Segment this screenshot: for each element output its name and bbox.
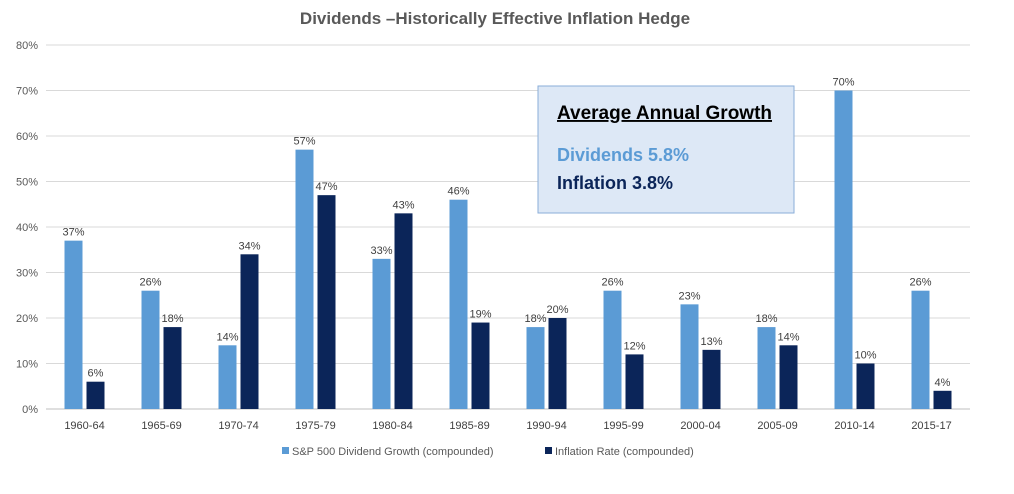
inflation-rate-label: 4% <box>935 377 951 389</box>
legend-swatch <box>282 447 289 454</box>
dividend-growth-bar <box>295 149 314 409</box>
annotation-box <box>537 85 795 214</box>
dividend-growth-bar <box>911 290 930 409</box>
inflation-rate-label: 12% <box>623 340 645 352</box>
inflation-rate-label: 14% <box>777 331 799 343</box>
annotation-dividends: Dividends 5.8% <box>557 145 689 165</box>
dividend-growth-bar <box>526 327 545 409</box>
dividend-growth-bar <box>141 290 160 409</box>
x-tick-label: 1960-64 <box>64 420 104 432</box>
inflation-rate-label: 19% <box>469 309 491 321</box>
x-tick-label: 2015-17 <box>911 420 951 432</box>
inflation-rate-bar <box>625 354 644 409</box>
legend-swatch <box>545 447 552 454</box>
x-tick-label: 2000-04 <box>680 420 720 432</box>
bars <box>64 90 952 409</box>
inflation-rate-bar <box>933 390 952 409</box>
inflation-rate-bar <box>394 213 413 409</box>
inflation-rate-bar <box>548 318 567 409</box>
y-tick-label: 20% <box>16 313 38 325</box>
dividend-growth-label: 70% <box>832 77 854 89</box>
x-tick-label: 2005-09 <box>757 420 797 432</box>
dividend-growth-label: 57% <box>293 136 315 148</box>
y-tick-label: 70% <box>16 86 38 98</box>
dividend-growth-label: 37% <box>62 227 84 239</box>
dividend-growth-label: 18% <box>755 313 777 325</box>
y-axis-ticks: 0% 10% 20% 30% 40% 50% 60% 70% 80% <box>16 40 38 416</box>
x-tick-label: 2010-14 <box>834 420 874 432</box>
inflation-rate-label: 20% <box>546 304 568 316</box>
dividend-growth-bar <box>218 345 237 409</box>
dividend-growth-label: 26% <box>909 277 931 289</box>
dividend-growth-label: 18% <box>524 313 546 325</box>
annotation-inflation: Inflation 3.8% <box>557 173 673 193</box>
dividend-growth-bar <box>680 304 699 409</box>
inflation-rate-bar <box>471 322 490 409</box>
inflation-rate-bar <box>86 381 105 409</box>
x-tick-label: 1975-79 <box>295 420 335 432</box>
x-axis-ticks: 1960-64 1965-69 1970-74 1975-79 1980-84 1985-… <box>64 420 951 432</box>
dividend-growth-bar <box>64 240 83 409</box>
x-tick-label: 1995-99 <box>603 420 643 432</box>
average-growth-box: Average Annual Growth Dividends 5.8% Infla… <box>537 85 795 214</box>
inflation-rate-bar <box>702 349 721 409</box>
inflation-rate-label: 6% <box>88 368 104 380</box>
dividend-growth-bar <box>834 90 853 409</box>
inflation-rate-label: 47% <box>315 181 337 193</box>
y-tick-label: 80% <box>16 40 38 52</box>
dividend-growth-label: 23% <box>678 290 700 302</box>
dividend-growth-label: 33% <box>370 245 392 257</box>
x-tick-label: 1970-74 <box>218 420 258 432</box>
gridlines <box>46 44 970 410</box>
x-tick-label: 1980-84 <box>372 420 412 432</box>
inflation-rate-bar <box>779 345 798 409</box>
dividend-growth-bar <box>372 258 391 409</box>
dividend-growth-label: 26% <box>601 277 623 289</box>
x-tick-label: 1965-69 <box>141 420 181 432</box>
dividend-growth-bar <box>449 199 468 409</box>
inflation-rate-label: 34% <box>238 240 260 252</box>
inflation-rate-bar <box>240 254 259 409</box>
legend-label: Inflation Rate (compounded) <box>555 446 694 458</box>
inflation-rate-bar <box>317 195 336 409</box>
y-tick-label: 60% <box>16 131 38 143</box>
dividend-growth-label: 46% <box>447 186 469 198</box>
inflation-rate-bar <box>856 363 875 409</box>
x-tick-label: 1985-89 <box>449 420 489 432</box>
x-tick-label: 1990-94 <box>526 420 566 432</box>
dividend-growth-bar <box>757 327 776 409</box>
annotation-heading: Average Annual Growth <box>557 103 772 124</box>
dividend-growth-label: 26% <box>139 277 161 289</box>
inflation-rate-label: 13% <box>700 336 722 348</box>
inflation-rate-label: 18% <box>161 313 183 325</box>
chart-title: Dividends –Historically Effective Inflat… <box>300 9 690 28</box>
legend-label: S&P 500 Dividend Growth (compounded) <box>292 446 494 458</box>
inflation-rate-bar <box>163 327 182 409</box>
dividend-growth-label: 14% <box>216 331 238 343</box>
y-tick-label: 10% <box>16 359 38 371</box>
dividend-growth-bar <box>603 290 622 409</box>
inflation-rate-label: 10% <box>854 350 876 362</box>
legend: S&P 500 Dividend Growth (compounded) Infl… <box>282 446 694 458</box>
inflation-rate-label: 43% <box>392 199 414 211</box>
y-tick-label: 0% <box>22 404 38 416</box>
y-tick-label: 40% <box>16 222 38 234</box>
data-labels: 37%6%26%18%14%34%57%47%33%43%46%19% 18%20… <box>62 77 950 389</box>
y-tick-label: 50% <box>16 177 38 189</box>
y-tick-label: 30% <box>16 268 38 280</box>
